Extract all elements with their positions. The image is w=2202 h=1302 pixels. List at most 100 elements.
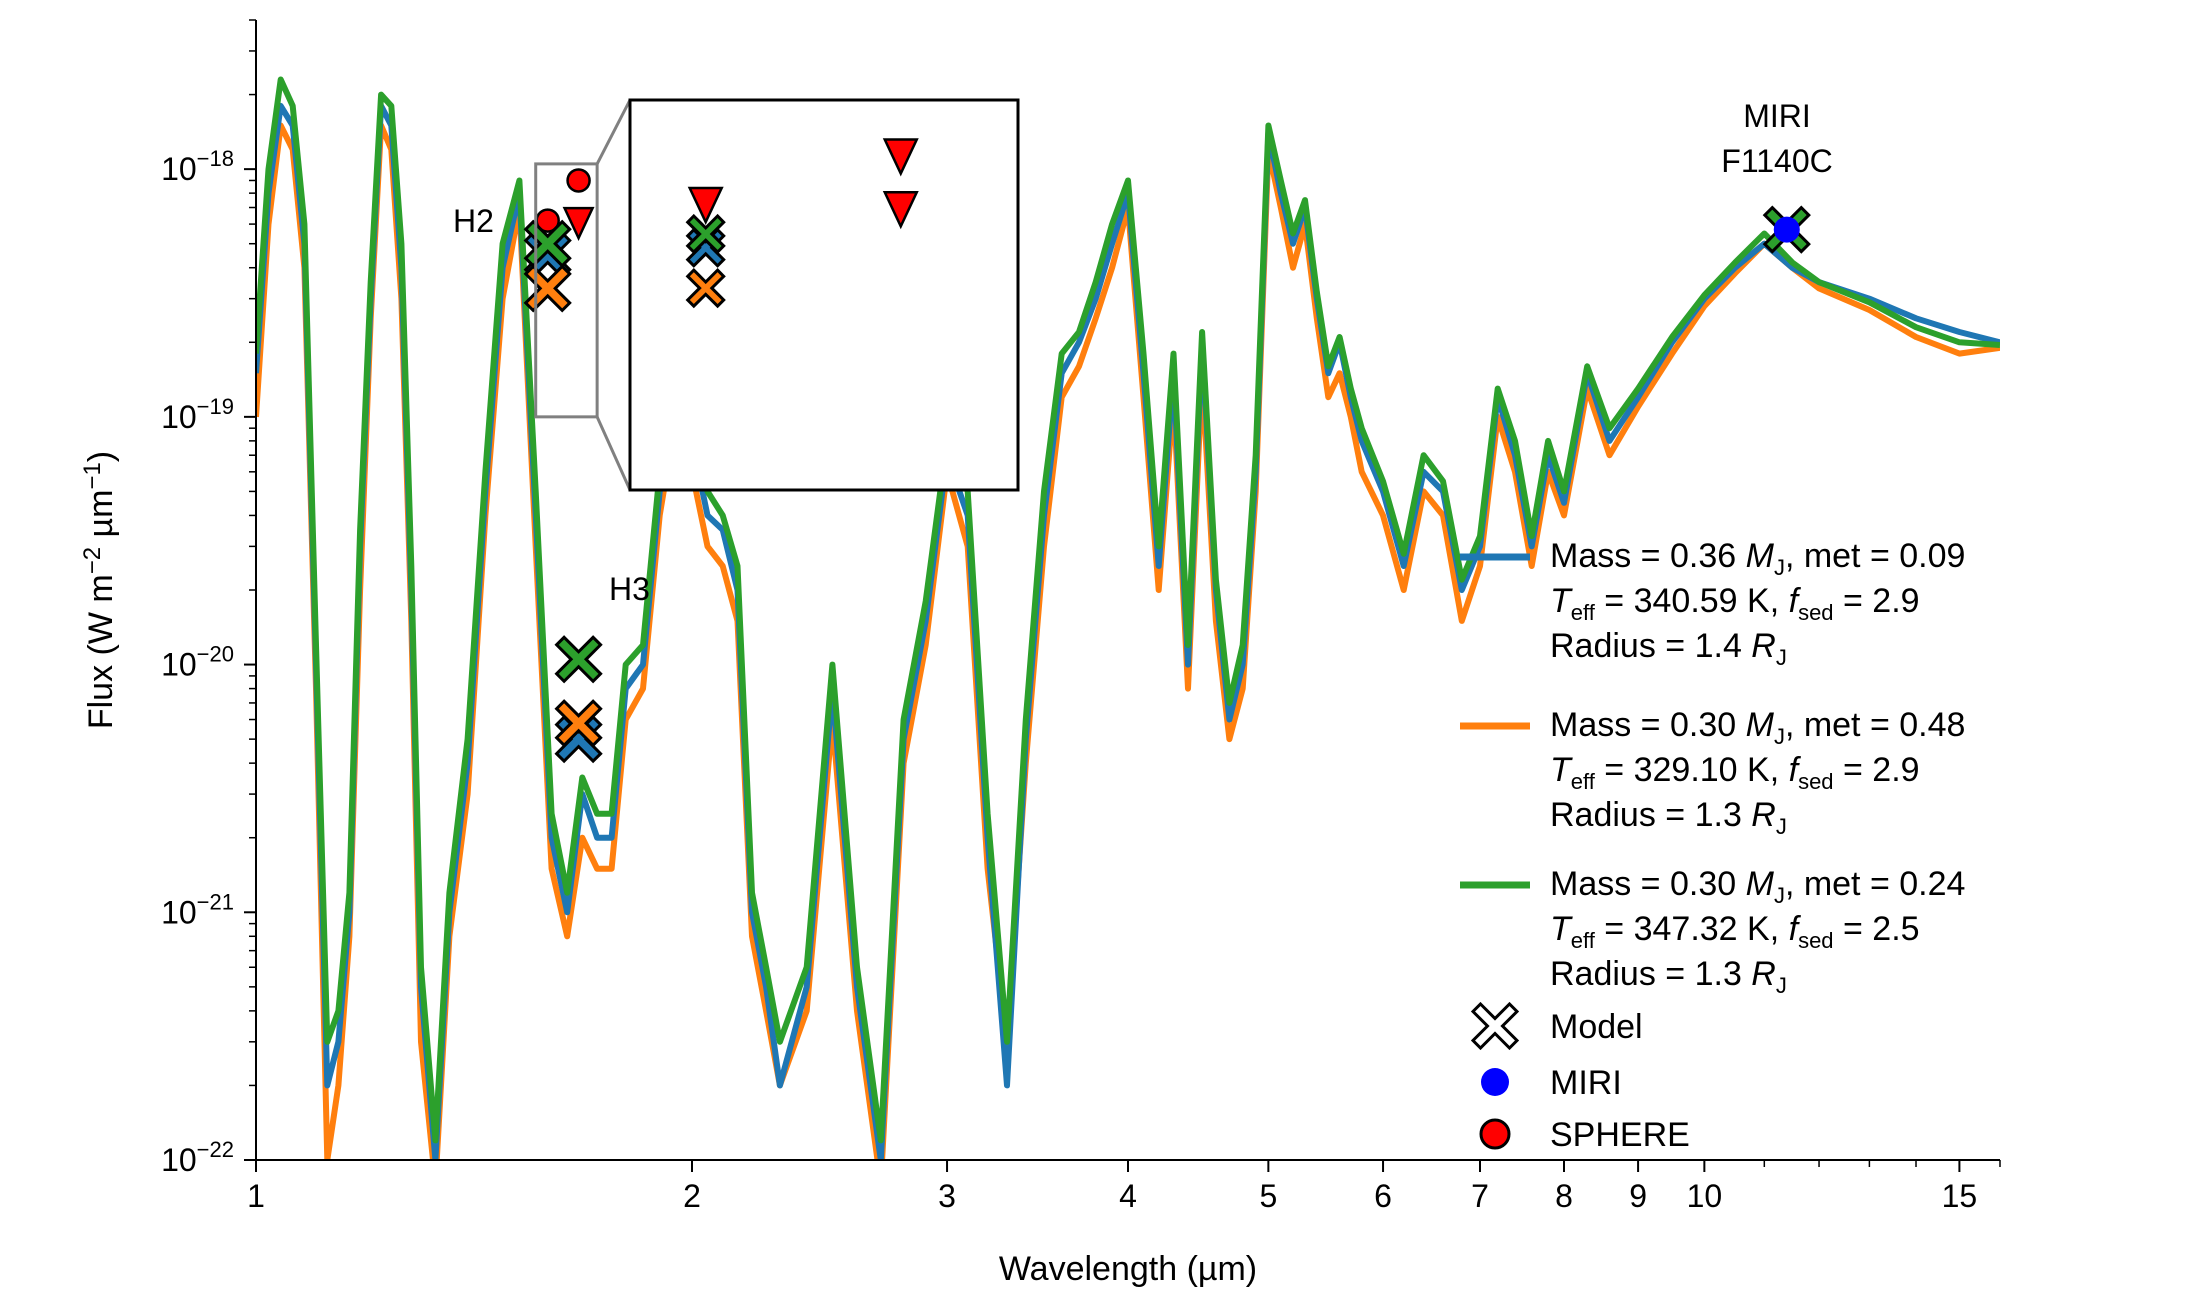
legend-text-part: , met = 0.24 xyxy=(1785,865,1966,903)
legend-text-italic: M xyxy=(1746,865,1775,903)
legend-label: Mass = 0.30 MJ, met = 0.48 xyxy=(1550,706,1965,749)
y-tick-exp: −19 xyxy=(197,394,234,419)
inset-model-point xyxy=(685,213,726,255)
y-axis-title-exp: −1 xyxy=(79,462,106,489)
x-tick-label: 6 xyxy=(1374,1178,1392,1214)
legend-label: Teff = 347.32 K, fsed = 2.5 xyxy=(1550,910,1920,953)
x-tick-label: 2 xyxy=(683,1178,701,1214)
miri-point xyxy=(1773,216,1800,243)
model-point xyxy=(523,264,572,313)
legend-model-label: Model xyxy=(1550,1008,1643,1046)
y-tick-base: 10 xyxy=(161,151,197,187)
series-line xyxy=(256,76,2000,1144)
legend-text-part: = 329.10 K, xyxy=(1595,751,1789,789)
legend-miri-label: MIRI xyxy=(1550,1064,1622,1102)
legend-text-sub: sed xyxy=(1798,769,1833,794)
y-tick-label: 10−21 xyxy=(161,889,234,930)
legend-text-italic: R xyxy=(1751,955,1776,993)
inset-sphere-point xyxy=(882,138,919,177)
sphere-upper-limit xyxy=(562,206,595,242)
y-tick-exp: −20 xyxy=(197,642,234,667)
annotation-miri-line1: MIRI xyxy=(1743,98,1811,134)
x-tick-label: 15 xyxy=(1942,1178,1978,1214)
legend-label: Radius = 1.3 RJ xyxy=(1550,796,1787,839)
legend-label: Teff = 329.10 K, fsed = 2.9 xyxy=(1550,751,1920,794)
y-tick-exp: −21 xyxy=(197,889,234,914)
legend-text-sub: eff xyxy=(1571,928,1596,953)
legend-label: Teff = 340.59 K, fsed = 2.9 xyxy=(1550,582,1920,625)
axes-frame xyxy=(255,20,2000,1161)
y-tick-base: 10 xyxy=(161,894,197,930)
y-axis-title-exp: −2 xyxy=(79,547,106,574)
model-point xyxy=(554,699,603,748)
y-tick-exp: −22 xyxy=(197,1137,234,1162)
legend-text-sub: J xyxy=(1774,555,1785,580)
x-axis-title: Wavelength (µm) xyxy=(999,1250,1257,1288)
legend-text-part: Radius = 1.4 xyxy=(1550,627,1751,665)
legend-text-sub: J xyxy=(1774,883,1785,908)
inset-sphere-upper-limit xyxy=(882,191,919,230)
legend-text-part: = 347.32 K, xyxy=(1595,910,1789,948)
annotation-h2: H2 xyxy=(453,203,494,239)
inset-connector xyxy=(595,99,632,165)
legend-label: Radius = 1.4 RJ xyxy=(1550,627,1787,670)
legend-text-part: , met = 0.48 xyxy=(1785,706,1966,744)
y-axis-title-part: Flux (W m xyxy=(82,574,120,729)
x-tick-label: 10 xyxy=(1687,1178,1723,1214)
legend-label: Mass = 0.36 MJ, met = 0.09 xyxy=(1550,537,1965,580)
legend-sphere-label: SPHERE xyxy=(1550,1116,1690,1154)
legend-text-sub: J xyxy=(1776,973,1787,998)
inset-model-point xyxy=(685,267,726,309)
legend-text-sub: J xyxy=(1776,814,1787,839)
legend-label: Mass = 0.30 MJ, met = 0.24 xyxy=(1550,865,1965,908)
x-tick-label: 7 xyxy=(1471,1178,1489,1214)
legend-sphere-marker xyxy=(1479,1118,1511,1150)
legend-label: Radius = 1.3 RJ xyxy=(1550,955,1787,998)
legend-text-sub: eff xyxy=(1571,600,1596,625)
inset-plot xyxy=(685,138,919,309)
model-point xyxy=(554,635,603,684)
x-tick-label: 3 xyxy=(938,1178,956,1214)
legend-text-italic: R xyxy=(1751,796,1776,834)
legend-text-part: = 2.9 xyxy=(1834,751,1920,789)
legend-text-part: = 2.9 xyxy=(1834,582,1920,620)
x-tick-label: 8 xyxy=(1555,1178,1573,1214)
inset-zoom xyxy=(534,98,1020,492)
y-tick-label: 10−20 xyxy=(161,642,234,683)
sphere-point xyxy=(566,168,591,193)
legend-text-part: Mass = 0.30 xyxy=(1550,865,1746,903)
y-tick-base: 10 xyxy=(161,1142,197,1178)
y-tick-label: 10−22 xyxy=(161,1137,234,1178)
y-tick-label: 10−19 xyxy=(161,394,234,435)
y-tick-label: 10−18 xyxy=(161,146,234,187)
legend-text-sub: eff xyxy=(1571,769,1596,794)
y-axis-title-part: µm xyxy=(82,490,120,547)
legend-text-italic: T xyxy=(1550,582,1573,620)
legend-text-part: , met = 0.09 xyxy=(1785,537,1966,575)
legend-text-sub: J xyxy=(1774,724,1785,749)
legend-text-italic: T xyxy=(1550,910,1573,948)
x-tick-label: 1 xyxy=(247,1178,265,1214)
legend-text-sub: J xyxy=(1776,645,1787,670)
inset-frame xyxy=(628,98,1020,492)
legend-miri-marker xyxy=(1481,1068,1509,1096)
y-axis-title: Flux (W m−2 µm−1) xyxy=(79,451,120,729)
legend-text-italic: M xyxy=(1746,537,1775,575)
legend-text-sub: sed xyxy=(1798,928,1833,953)
x-tick-label: 5 xyxy=(1259,1178,1277,1214)
y-axis-title-part: ) xyxy=(82,451,120,462)
x-tick-label: 4 xyxy=(1119,1178,1137,1214)
inset-sphere-point xyxy=(687,186,724,225)
annotation-miri-line2: F1140C xyxy=(1721,143,1832,179)
legend-text-italic: T xyxy=(1550,751,1573,789)
inset-connector xyxy=(595,416,632,491)
series-lines xyxy=(256,76,2000,1160)
legend-text-part: Mass = 0.36 xyxy=(1550,537,1746,575)
legend-text-part: Mass = 0.30 xyxy=(1550,706,1746,744)
legend-text-part: = 2.5 xyxy=(1834,910,1920,948)
x-tick-label: 9 xyxy=(1629,1178,1647,1214)
legend-text-italic: R xyxy=(1751,627,1776,665)
